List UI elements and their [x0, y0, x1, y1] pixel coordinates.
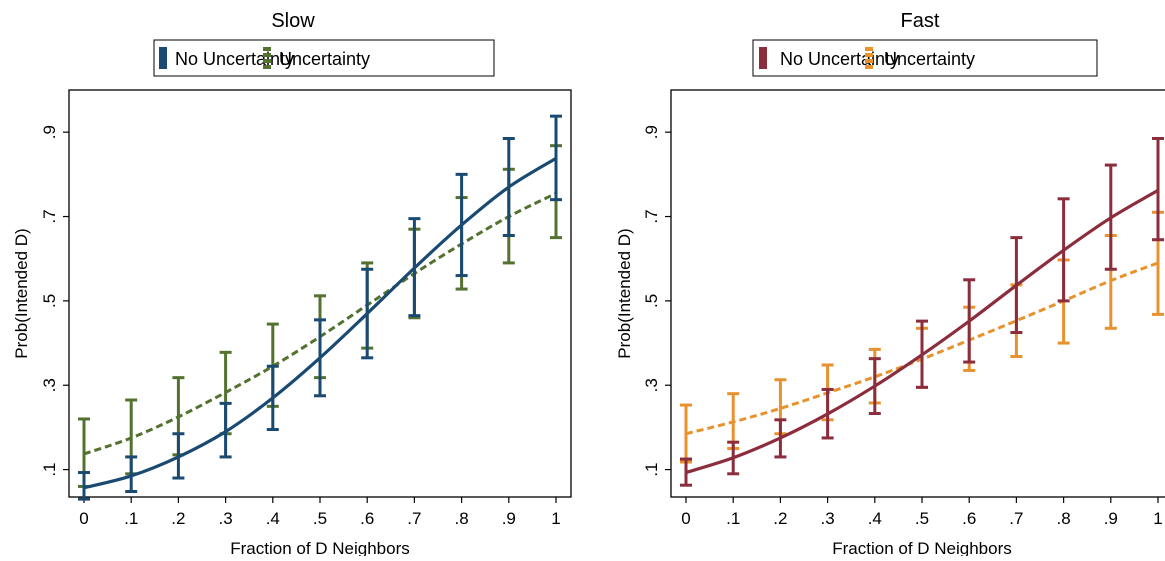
error-bar [172, 432, 185, 480]
y-tick-label: .9 [40, 125, 59, 139]
x-tick-label: 1 [551, 509, 560, 528]
chart-title: Fast [901, 10, 940, 32]
error-bar [219, 401, 232, 459]
y-axis-label: Prob(Intended D) [12, 228, 31, 358]
x-tick-label: 1 [1153, 509, 1162, 528]
y-axis-label: Prob(Intended D) [615, 228, 634, 358]
x-tick-label: .7 [407, 509, 421, 528]
x-axis-label: Fraction of D Neighbors [230, 539, 410, 556]
y-tick-label: .5 [40, 294, 59, 308]
y-tick-label: .1 [642, 462, 661, 476]
error-bar [455, 172, 468, 278]
error-bar [916, 319, 928, 389]
plot-frame [670, 89, 1165, 498]
x-tick-label: .8 [1057, 509, 1071, 528]
chart-title: Slow [271, 10, 315, 32]
error-bar [550, 114, 562, 202]
error-bar [727, 440, 740, 476]
x-tick-label: .9 [1104, 509, 1118, 528]
error-bar [821, 387, 834, 440]
y-tick-label: .3 [642, 378, 661, 392]
y-tick-label: .1 [40, 462, 59, 476]
error-bar [314, 318, 326, 398]
error-bar [361, 267, 374, 360]
x-tick-label: .2 [773, 509, 787, 528]
legend-swatch-2 [263, 47, 271, 69]
legend-swatch-2 [865, 47, 873, 69]
error-bar [125, 455, 138, 494]
x-tick-label: .1 [726, 509, 740, 528]
x-tick-label: .9 [502, 509, 516, 528]
y-tick-label: .9 [642, 125, 661, 139]
y-tick-label: .7 [642, 209, 661, 223]
x-axis-label: Fraction of D Neighbors [832, 539, 1012, 556]
x-tick-label: .6 [962, 509, 976, 528]
legend-label-2: Uncertainty [279, 49, 370, 69]
legend-box [752, 39, 1098, 77]
y-tick-label: .7 [40, 209, 59, 223]
error-bar [408, 217, 421, 318]
x-tick-label: .5 [313, 509, 327, 528]
x-tick-label: .2 [171, 509, 185, 528]
legend-box [153, 39, 495, 77]
x-tick-label: .4 [266, 509, 280, 528]
legend-label-1: No Uncertainty [780, 49, 899, 69]
legend-label-2: Uncertainty [884, 49, 975, 69]
series-no-uncertainty [680, 137, 1164, 487]
series-uncertainty [78, 144, 562, 488]
error-bar [266, 364, 279, 432]
legend-label-1: No Uncertainty [175, 49, 294, 69]
error-bar [774, 418, 787, 459]
error-bar [78, 471, 90, 501]
error-bar [727, 392, 740, 450]
x-tick-label: .3 [821, 509, 835, 528]
x-tick-label: .1 [124, 509, 138, 528]
x-tick-label: 0 [681, 509, 690, 528]
legend-swatch-1 [159, 47, 167, 69]
x-tick-label: .6 [360, 509, 374, 528]
error-bar [1104, 163, 1117, 271]
legend-swatch-1 [759, 47, 767, 69]
x-tick-label: .7 [1009, 509, 1023, 528]
x-tick-label: .5 [915, 509, 929, 528]
error-bar [502, 137, 515, 238]
x-tick-label: .8 [455, 509, 469, 528]
series-no-uncertainty [78, 114, 562, 501]
x-tick-label: .4 [868, 509, 882, 528]
error-bar [868, 357, 881, 415]
error-bar [1152, 137, 1164, 242]
x-tick-label: .3 [219, 509, 233, 528]
error-bar [963, 278, 976, 364]
plot-frame [68, 89, 572, 498]
y-tick-label: .5 [642, 294, 661, 308]
x-tick-label: 0 [79, 509, 88, 528]
error-bar [680, 457, 692, 487]
error-bar [1010, 236, 1023, 335]
y-tick-label: .3 [40, 378, 59, 392]
error-bar [1057, 197, 1070, 303]
